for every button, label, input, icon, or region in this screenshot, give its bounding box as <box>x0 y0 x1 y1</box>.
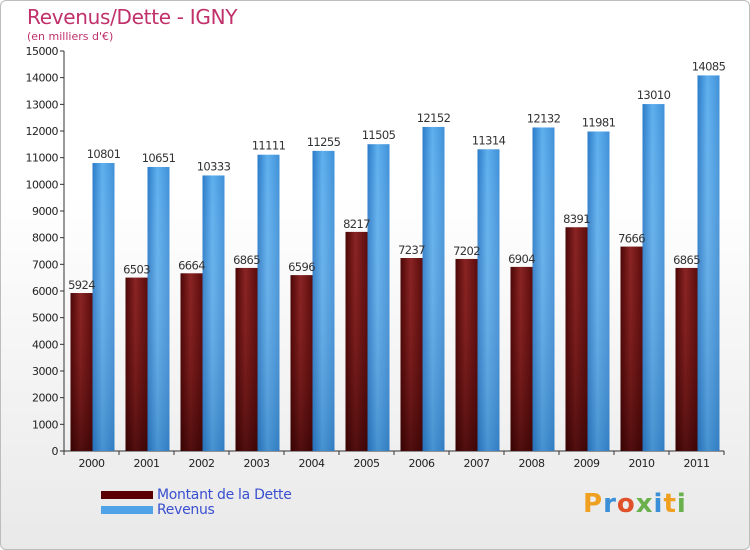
y-tick-label: 7000 <box>32 258 58 271</box>
x-tick-label: 2008 <box>519 457 545 470</box>
y-tick-label: 5000 <box>32 312 58 325</box>
data-label-debt: 6503 <box>123 263 150 277</box>
logo-letter: t <box>663 489 677 519</box>
bars <box>70 75 720 452</box>
y-tick-label: 12000 <box>26 125 59 138</box>
y-tick-label: 1000 <box>32 418 58 431</box>
y-tick-label: 9000 <box>32 205 58 218</box>
data-label-revenus: 13010 <box>637 88 671 102</box>
data-label-debt: 6865 <box>673 253 700 267</box>
bar-debt-shade <box>510 266 533 451</box>
y-tick-label: 14000 <box>26 72 59 85</box>
x-tick-label: 2011 <box>684 457 710 470</box>
bar-debt-shade <box>345 231 368 451</box>
logo-letter: r <box>603 489 617 519</box>
x-tick-label: 2002 <box>189 457 215 470</box>
x-tick-label: 2007 <box>464 457 490 470</box>
data-label-revenus: 11505 <box>362 128 396 142</box>
data-label-debt: 8391 <box>563 212 590 226</box>
logo-letter: i <box>653 489 664 519</box>
bar-revenus-shade <box>422 126 445 452</box>
legend-label-revenus: Revenus <box>157 501 215 518</box>
bar-debt-shade <box>565 227 588 451</box>
y-tick-label: 0 <box>52 445 59 458</box>
chart-subtitle: (en milliers d'€) <box>27 30 114 43</box>
bar-revenus-shade <box>257 154 280 451</box>
data-label-debt: 6596 <box>288 260 315 274</box>
chart-title: Revenus/Dette - IGNY <box>27 5 238 29</box>
bar-debt-shade <box>290 275 313 451</box>
data-label-debt: 7666 <box>618 232 645 246</box>
bar-revenus-shade <box>367 144 390 451</box>
x-tick-label: 2010 <box>629 457 655 470</box>
data-label-debt: 6904 <box>508 252 535 266</box>
bar-revenus-shade <box>587 131 610 452</box>
y-tick-label: 3000 <box>32 365 58 378</box>
legend-label-debt: Montant de la Dette <box>157 486 292 503</box>
bar-revenus-shade <box>312 150 335 451</box>
data-labels: 5924 10801 6503 10651 6664 10333 6865 11111 6596… <box>68 59 726 292</box>
bar-revenus-shade <box>642 104 665 452</box>
legend-swatch-debt <box>101 490 153 499</box>
proxiti-logo: Proxiti <box>583 489 687 519</box>
bar-debt-shade <box>675 267 698 451</box>
bar-revenus-shade <box>92 162 115 451</box>
y-tick-label: 15000 <box>26 45 59 58</box>
x-tick-label: 2001 <box>134 457 160 470</box>
data-label-debt: 5924 <box>68 278 95 292</box>
data-label-debt: 7237 <box>398 243 425 257</box>
bar-revenus-shade <box>477 149 500 451</box>
data-label-revenus: 10801 <box>87 147 121 161</box>
legend-swatch-revenus <box>101 505 153 514</box>
bar-debt-shade <box>235 267 258 451</box>
x-tick-label: 2000 <box>79 457 105 470</box>
data-label-revenus: 14085 <box>692 59 726 73</box>
y-tick-label: 11000 <box>26 152 59 165</box>
bar-revenus-shade <box>147 166 170 451</box>
legend: Montant de la Dette Revenus <box>101 486 292 518</box>
data-label-revenus: 12152 <box>417 111 451 125</box>
data-label-debt: 7202 <box>453 244 480 258</box>
bar-chart: 0 1000 2000 3000 4000 5000 6000 7000 8000 9000 100… <box>26 45 727 470</box>
data-label-revenus: 11255 <box>307 135 341 149</box>
logo-letter: P <box>583 489 604 519</box>
data-label-debt: 6865 <box>233 253 260 267</box>
y-tick-label: 13000 <box>26 98 59 111</box>
data-label-revenus: 10651 <box>142 151 176 165</box>
data-label-revenus: 11314 <box>472 133 506 147</box>
logo-letter: o <box>616 489 636 519</box>
bar-debt-shade <box>620 246 643 451</box>
bar-debt-shade <box>70 293 93 451</box>
data-label-debt: 8217 <box>343 217 370 231</box>
x-tick-label: 2005 <box>354 457 380 470</box>
x-tick-label: 2003 <box>244 457 270 470</box>
data-label-revenus: 11111 <box>252 139 286 153</box>
bar-debt-shade <box>180 273 203 451</box>
data-label-debt: 6664 <box>178 258 205 272</box>
bar-debt-shade <box>400 258 423 451</box>
y-tick-label: 8000 <box>32 232 58 245</box>
bar-revenus-shade <box>532 127 555 451</box>
legend-item-debt: Montant de la Dette <box>101 486 292 503</box>
x-tick-label: 2004 <box>299 457 325 470</box>
logo-letter: i <box>676 489 687 519</box>
y-tick-label: 4000 <box>32 338 58 351</box>
data-label-revenus: 11981 <box>582 116 616 130</box>
bar-debt-shade <box>455 258 478 451</box>
data-label-revenus: 12132 <box>527 111 561 125</box>
y-tick-label: 2000 <box>32 392 58 405</box>
bar-revenus-shade <box>697 75 720 452</box>
data-label-revenus: 10333 <box>197 159 231 173</box>
y-tick-label: 10000 <box>26 178 59 191</box>
bar-revenus-shade <box>202 175 225 451</box>
axes: 0 1000 2000 3000 4000 5000 6000 7000 8000 9000 100… <box>26 45 725 470</box>
logo-letter: x <box>635 489 654 519</box>
x-tick-label: 2009 <box>574 457 600 470</box>
y-tick-label: 6000 <box>32 285 58 298</box>
x-tick-label: 2006 <box>409 457 435 470</box>
bar-debt-shade <box>125 277 148 451</box>
legend-item-revenus: Revenus <box>101 501 292 518</box>
